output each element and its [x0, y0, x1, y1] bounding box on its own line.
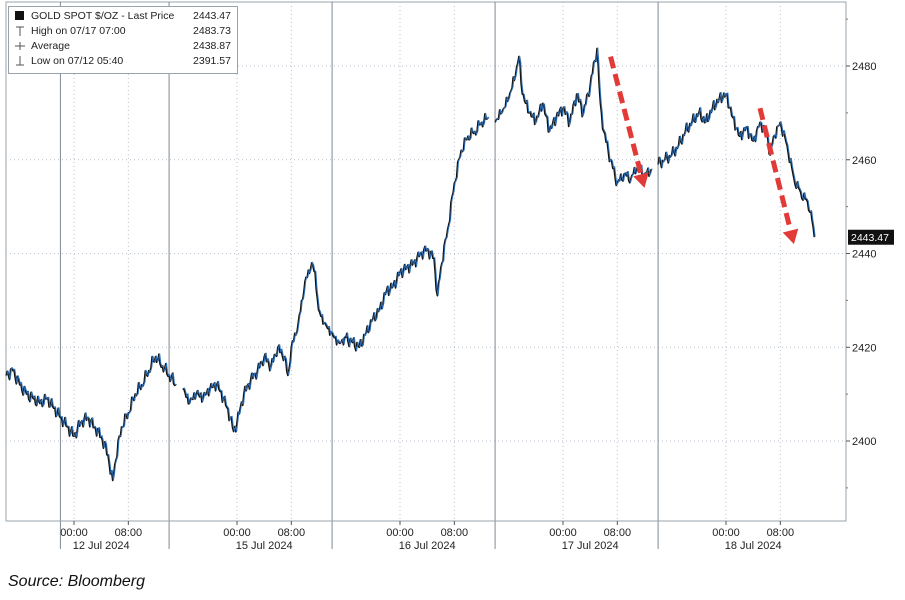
trend-arrow-shaft	[608, 55, 644, 175]
trend-arrow-head	[782, 228, 799, 245]
y-tick-label: 2460	[852, 155, 876, 167]
y-tick-label: 2400	[852, 436, 876, 448]
x-tick-label: 00:00	[60, 527, 88, 539]
x-axis: 00:00 08:00 00:00 08:00 00:00 08:00 00:00 08:00…	[6, 520, 846, 552]
price-line-blue	[495, 47, 653, 186]
trend-arrow-head	[633, 172, 649, 188]
x-tick-label: 08:00	[767, 527, 795, 539]
x-date-label: 18 Jul 2024	[725, 540, 782, 552]
x-date-label: 12 Jul 2024	[73, 540, 130, 552]
legend-label: GOLD SPOT $/OZ - Last Price	[31, 10, 175, 22]
x-date-label: 15 Jul 2024	[236, 540, 293, 552]
x-tick-label: 00:00	[549, 527, 577, 539]
trend-arrow-shaft	[757, 107, 793, 232]
last-price-tag: 2443.47	[848, 229, 894, 245]
legend: GOLD SPOT $/OZ - Last Price 2443.47 High…	[8, 6, 238, 74]
last-price-tag-label: 2443.47	[851, 232, 889, 244]
legend-value: 2483.73	[193, 25, 231, 37]
square-icon	[14, 9, 26, 23]
legend-label: Low on 07/12 05:40	[31, 55, 124, 67]
last-price-tag-bg	[848, 229, 894, 245]
x-date-label: 16 Jul 2024	[399, 540, 456, 552]
y-tick-label: 2480	[852, 61, 876, 73]
legend-row-last-price: GOLD SPOT $/OZ - Last Price 2443.47	[9, 9, 237, 23]
legend-value: 2438.87	[193, 40, 231, 52]
y-tick-label: 2440	[852, 249, 876, 261]
price-line-blue	[658, 91, 816, 237]
legend-row-high: High on 07/17 07:00 2483.73	[9, 24, 237, 38]
x-date-label: 17 Jul 2024	[562, 540, 619, 552]
x-tick-label: 00:00	[386, 527, 414, 539]
legend-value: 2391.57	[193, 55, 231, 67]
x-tick-label: 08:00	[115, 527, 143, 539]
source-caption: Source: Bloomberg	[8, 573, 145, 590]
legend-row-average: Average 2438.87	[9, 39, 237, 53]
price-line-blue	[183, 261, 347, 432]
x-tick-label: 00:00	[712, 527, 740, 539]
x-tick-label: 08:00	[604, 527, 632, 539]
legend-label: High on 07/17 07:00	[31, 25, 126, 37]
low-marker-icon	[14, 54, 26, 68]
price-series	[5, 47, 816, 482]
legend-value: 2443.47	[193, 10, 231, 22]
y-axis: 2400 2420 2440 2460 2480	[846, 18, 876, 489]
legend-label: Average	[31, 40, 70, 52]
day-separators	[59, 2, 659, 549]
price-line-blue	[6, 353, 177, 481]
y-tick-label: 2420	[852, 342, 876, 354]
x-tick-label: 00:00	[223, 527, 251, 539]
x-tick-label: 08:00	[278, 527, 306, 539]
price-line-black	[182, 262, 347, 433]
high-marker-icon	[14, 24, 26, 38]
average-marker-icon	[14, 39, 26, 53]
plot-area	[5, 1, 847, 522]
x-tick-label: 08:00	[441, 527, 469, 539]
price-line-blue	[346, 112, 490, 351]
annotations	[608, 55, 799, 245]
legend-row-low: Low on 07/12 05:40 2391.57	[9, 54, 237, 68]
